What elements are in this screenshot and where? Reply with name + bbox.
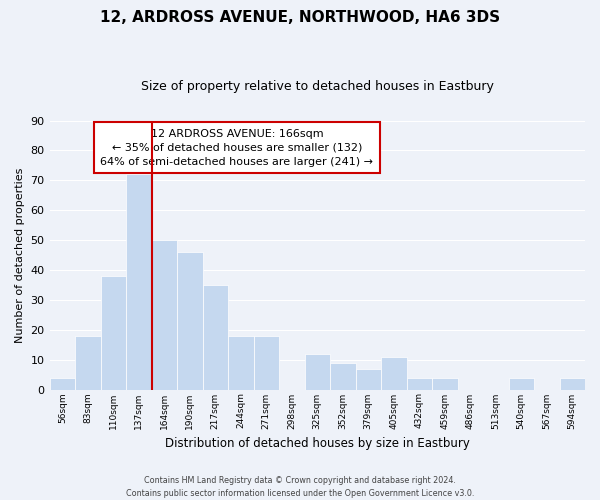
Bar	[509, 378, 534, 390]
X-axis label: Distribution of detached houses by size in Eastbury: Distribution of detached houses by size …	[165, 437, 470, 450]
Y-axis label: Number of detached properties: Number of detached properties	[15, 168, 25, 342]
Bar	[75, 336, 101, 390]
Bar	[177, 252, 203, 390]
Bar	[407, 378, 432, 390]
Title: Size of property relative to detached houses in Eastbury: Size of property relative to detached ho…	[141, 80, 494, 93]
Bar	[203, 285, 228, 390]
Text: 12 ARDROSS AVENUE: 166sqm
← 35% of detached houses are smaller (132)
64% of semi: 12 ARDROSS AVENUE: 166sqm ← 35% of detac…	[100, 128, 373, 166]
Bar	[330, 362, 356, 390]
Text: Contains HM Land Registry data © Crown copyright and database right 2024.
Contai: Contains HM Land Registry data © Crown c…	[126, 476, 474, 498]
Bar	[356, 368, 381, 390]
Bar	[305, 354, 330, 390]
Bar	[101, 276, 126, 390]
Bar	[254, 336, 279, 390]
Bar	[152, 240, 177, 390]
Text: 12, ARDROSS AVENUE, NORTHWOOD, HA6 3DS: 12, ARDROSS AVENUE, NORTHWOOD, HA6 3DS	[100, 10, 500, 25]
Bar	[381, 356, 407, 390]
Bar	[126, 174, 152, 390]
Bar	[228, 336, 254, 390]
Bar	[432, 378, 458, 390]
Bar	[50, 378, 75, 390]
Bar	[560, 378, 585, 390]
